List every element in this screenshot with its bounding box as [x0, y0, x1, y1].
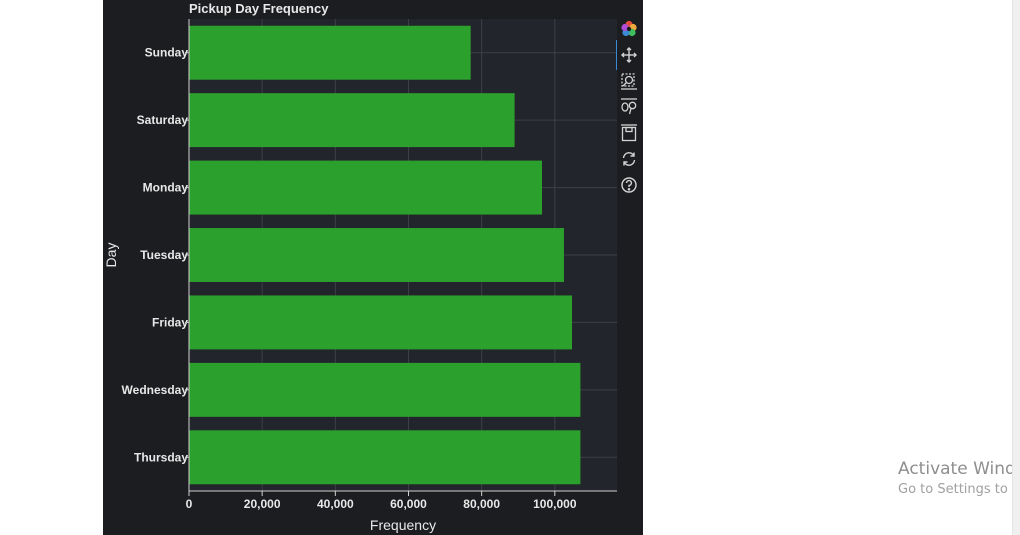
bar-monday[interactable]	[189, 160, 543, 215]
x-tick-label: 20,000	[244, 497, 281, 511]
reset-icon[interactable]	[619, 148, 639, 170]
x-tick-label: 0	[186, 497, 193, 511]
chart-title: Pickup Day Frequency	[189, 1, 329, 16]
watermark-subtitle: Go to Settings to activate Windows.	[898, 482, 1020, 497]
bar-friday[interactable]	[189, 295, 573, 350]
y-tick-label: Wednesday	[122, 383, 189, 397]
y-tick-label: Thursday	[134, 450, 188, 464]
chart-toolbar	[616, 18, 642, 200]
windows-activation-watermark: Activate Windows Go to Settings to activ…	[898, 459, 1020, 497]
plot-panel: Sunday Saturday Monday Tuesday Friday Wednesd…	[103, 0, 643, 535]
bar-wednesday[interactable]	[189, 362, 581, 417]
y-tick-label: Sunday	[145, 46, 189, 60]
y-tick-label: Saturday	[137, 113, 189, 127]
x-tick-label: 40,000	[317, 497, 354, 511]
bokeh-logo-icon[interactable]	[619, 18, 639, 40]
x-axis-label: Frequency	[370, 517, 436, 533]
bar-saturday[interactable]	[189, 93, 515, 148]
box-zoom-icon[interactable]	[619, 70, 639, 92]
x-tick-label: 60,000	[390, 497, 427, 511]
y-axis-label: Day	[103, 243, 119, 268]
bar-thursday[interactable]	[189, 430, 581, 485]
y-tick-label: Tuesday	[140, 248, 188, 262]
x-tick-label: 100,000	[533, 497, 577, 511]
y-tick-label: Monday	[143, 181, 189, 195]
bar-sunday[interactable]	[189, 25, 471, 80]
bar-tuesday[interactable]	[189, 228, 564, 282]
y-tick-label: Friday	[152, 315, 188, 329]
wheel-zoom-icon[interactable]	[619, 96, 639, 118]
help-icon[interactable]	[619, 174, 639, 196]
pan-icon[interactable]	[619, 44, 639, 66]
watermark-title: Activate Windows	[898, 459, 1020, 479]
x-tick-label: 80,000	[463, 497, 500, 511]
chart-canvas[interactable]: Sunday Saturday Monday Tuesday Friday Wednesd…	[103, 0, 643, 535]
window-edge	[1012, 0, 1020, 535]
toolbar-active-indicator	[616, 40, 617, 70]
save-icon[interactable]	[619, 122, 639, 144]
